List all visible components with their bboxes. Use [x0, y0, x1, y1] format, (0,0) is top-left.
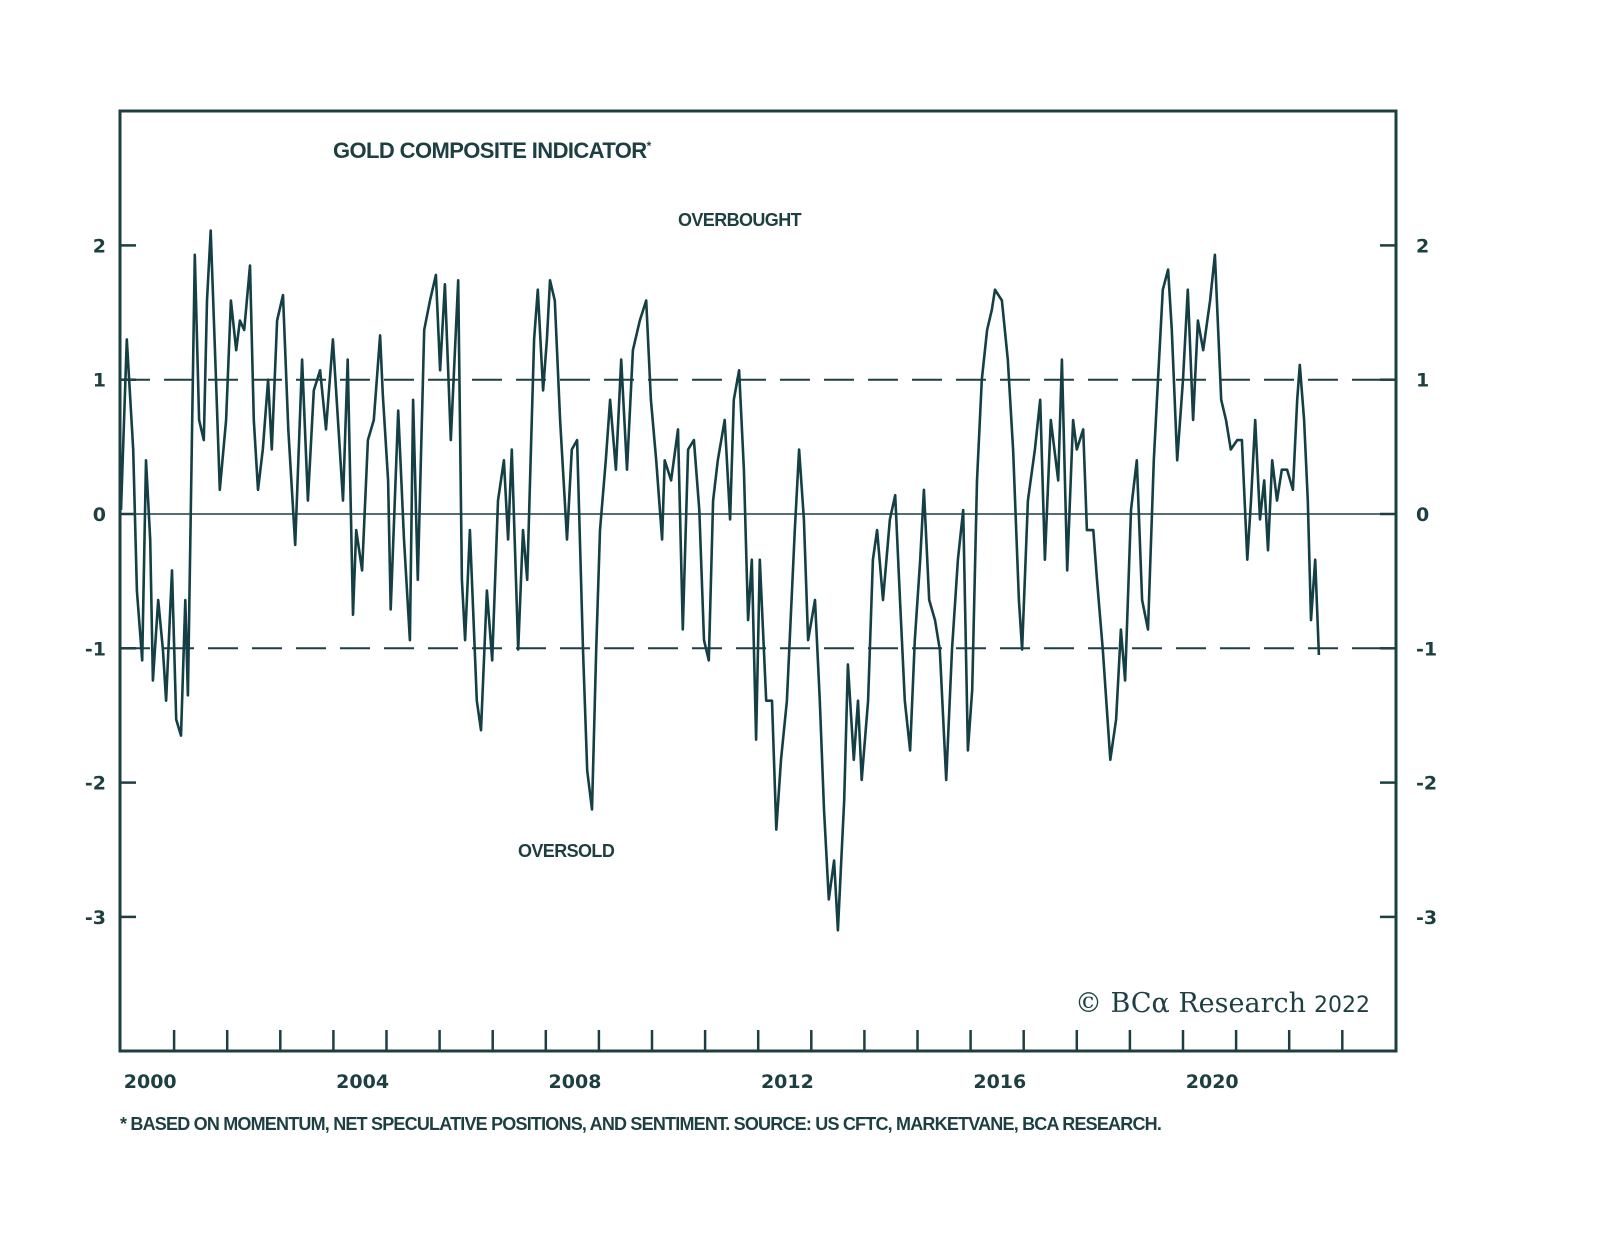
y-tick-label-left: 2 — [93, 235, 106, 257]
y-tick-label-right: -1 — [1416, 638, 1437, 660]
x-tick-label: 2004 — [336, 1071, 389, 1093]
overbought-label: OVERBOUGHT — [678, 210, 802, 230]
x-axis: 2000 2004 2008 2012 2016 2020 — [124, 1030, 1344, 1093]
copyright-watermark: © BCα Research 2022 — [1075, 988, 1370, 1019]
y-tick-label-left: -1 — [85, 638, 106, 660]
y-tick-label-right: 0 — [1416, 504, 1429, 526]
x-tick-label: 2012 — [761, 1071, 814, 1093]
footnote: * BASED ON MOMENTUM, NET SPECULATIVE POS… — [120, 1114, 1161, 1134]
y-tick-label-left: 0 — [93, 504, 106, 526]
y-tick-label-right: 1 — [1416, 370, 1429, 392]
x-tick-label: 2008 — [549, 1071, 602, 1093]
title-footnote-marker: * — [647, 139, 652, 153]
indicator-line — [119, 229, 1321, 932]
y-axis: 2 2 1 1 0 0 -1 -1 -2 -2 -3 -3 — [85, 235, 1437, 929]
x-tick-label: 2020 — [1186, 1071, 1239, 1093]
oversold-label: OVERSOLD — [518, 841, 615, 861]
series-group — [119, 229, 1321, 932]
x-tick-label: 2016 — [973, 1071, 1026, 1093]
y-tick-label-left: 1 — [93, 370, 106, 392]
y-tick-label-right: -2 — [1416, 773, 1437, 795]
chart-title: GOLD COMPOSITE INDICATOR* — [333, 138, 652, 163]
y-tick-label-right: 2 — [1416, 235, 1429, 257]
y-tick-label-left: -3 — [85, 907, 106, 929]
plot-frame — [118, 109, 1398, 1053]
x-tick-label: 2000 — [124, 1071, 177, 1093]
y-tick-label-left: -2 — [85, 773, 106, 795]
y-tick-label-right: -3 — [1416, 907, 1437, 929]
